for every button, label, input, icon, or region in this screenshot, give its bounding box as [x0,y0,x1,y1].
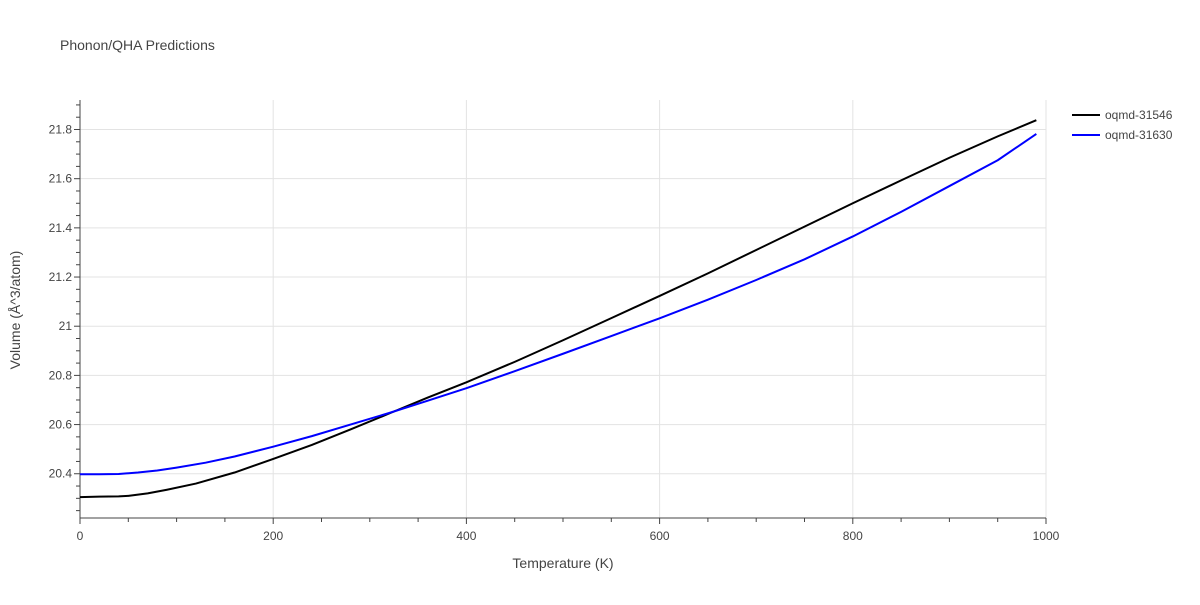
y-tick-label: 21.4 [49,221,73,235]
legend-label: oqmd-31546 [1105,108,1173,122]
x-tick-label: 200 [263,529,283,543]
legend: oqmd-31546 oqmd-31630 [1072,108,1173,142]
series-line-oqmd-31546 [79,119,1037,499]
x-tick-label: 0 [77,529,84,543]
x-tick-label: 1000 [1033,529,1060,543]
y-tick-label: 21.6 [49,172,73,186]
series-lines [79,119,1037,499]
y-tick-label: 21.8 [49,123,73,137]
x-tick-label: 400 [456,529,476,543]
grid-lines [80,100,1047,518]
axes: 0 200 400 600 800 1000 20.4 20.6 20.8 21 21.2 21.4 2… [49,100,1060,543]
x-tick-label: 600 [650,529,670,543]
x-tick-label: 800 [843,529,863,543]
y-tick-label: 20.4 [49,467,73,481]
series-line-oqmd-31630 [80,133,1037,476]
x-axis-label: Temperature (K) [512,555,613,571]
y-tick-label: 21.2 [49,270,73,284]
legend-label: oqmd-31630 [1105,128,1173,142]
y-tick-label: 20.6 [49,418,73,432]
chart-title: Phonon/QHA Predictions [60,37,215,53]
y-tick-label: 21 [59,319,73,333]
y-tick-label: 20.8 [49,368,73,382]
y-axis-label: Volume (Å^3/atom) [7,251,23,370]
